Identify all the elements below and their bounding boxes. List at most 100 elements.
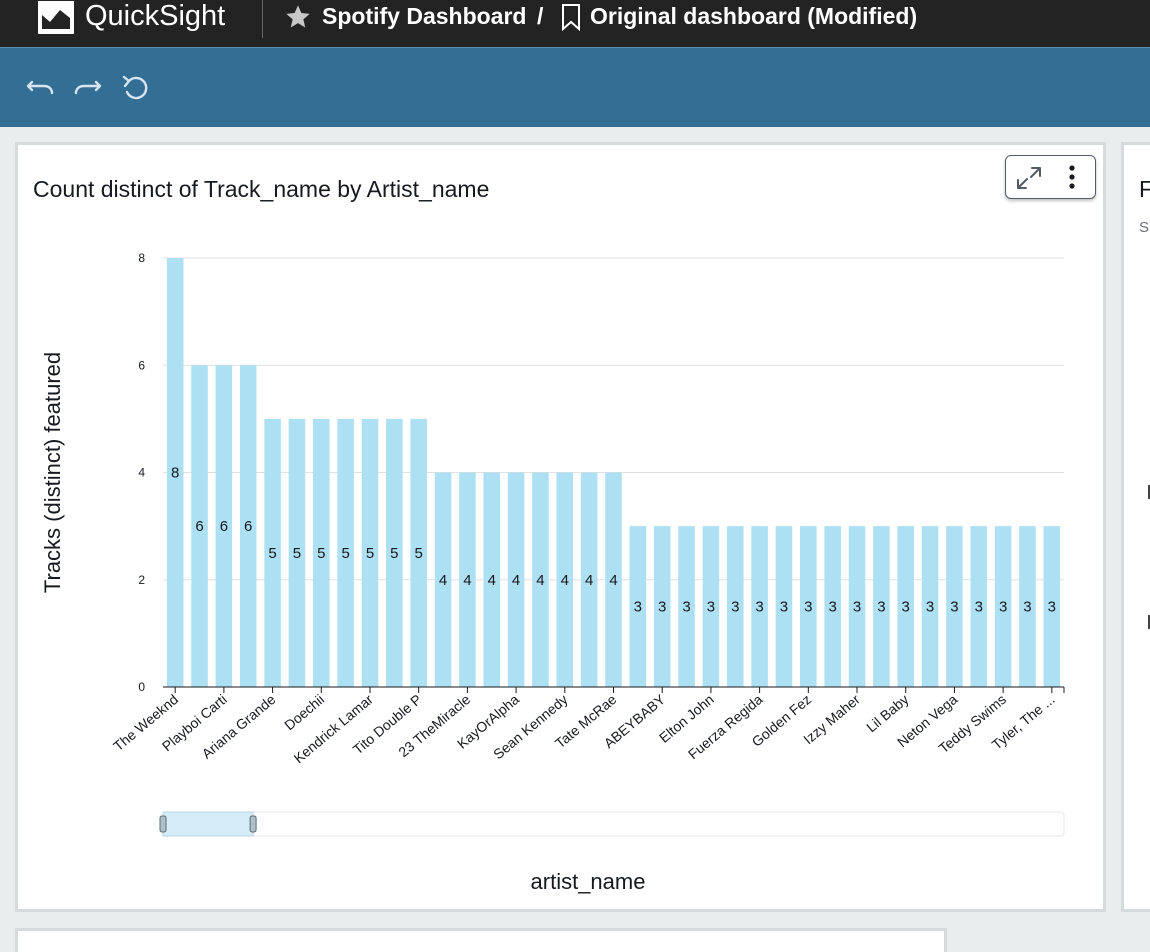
y-tick-label: 8 (138, 251, 145, 265)
bar-10[interactable] (410, 418, 427, 687)
bar-1[interactable] (191, 365, 208, 687)
bar-20[interactable] (653, 526, 671, 687)
secondary-visual-subtitle: Sh (1139, 219, 1150, 236)
bar-14[interactable] (507, 472, 525, 688)
secondary-visual-title: F (1139, 175, 1150, 203)
bar-2[interactable] (215, 365, 233, 687)
bar-6[interactable] (313, 418, 330, 687)
bottom-visual-card (15, 928, 947, 952)
chart-scrollbar-thumb[interactable] (162, 811, 254, 837)
bar-36[interactable] (1043, 526, 1061, 687)
visual-title: Count distinct of Track_name by Artist_n… (33, 176, 490, 202)
bar-9[interactable] (386, 418, 403, 687)
chart-scrollbar-track[interactable] (162, 811, 1065, 837)
reset-icon[interactable] (120, 72, 152, 104)
data-label: 4 (512, 572, 520, 589)
data-label: 6 (195, 518, 203, 535)
axis-label-fragment (1148, 485, 1150, 499)
data-label: 3 (634, 599, 642, 616)
data-label: 3 (780, 599, 788, 616)
bar-8[interactable] (361, 418, 379, 687)
secondary-visual-card: F Sh (1121, 142, 1150, 912)
y-axis-title: Tracks (distinct) featured (40, 352, 65, 593)
data-label: 3 (902, 599, 910, 616)
data-label: 5 (415, 545, 423, 562)
bar-30[interactable] (897, 526, 914, 687)
bar-26[interactable] (800, 526, 817, 687)
bar-21[interactable] (678, 526, 695, 687)
app-name[interactable]: QuickSight (85, 0, 226, 32)
bar-17[interactable] (580, 472, 598, 688)
quicksight-logo-icon[interactable] (38, 1, 74, 34)
data-label: 3 (658, 599, 666, 616)
visual-card: Count distinct of Track_name by Artist_n… (15, 142, 1106, 912)
star-icon[interactable] (284, 3, 312, 31)
expand-icon[interactable] (1014, 164, 1044, 192)
data-label: 3 (975, 599, 983, 616)
bar-34[interactable] (994, 526, 1012, 687)
bar-3[interactable] (239, 365, 257, 687)
undo-icon[interactable] (24, 72, 56, 104)
data-label: 5 (293, 545, 301, 562)
bar-18[interactable] (605, 472, 622, 688)
bar-7[interactable] (337, 418, 354, 687)
data-label: 4 (463, 572, 471, 589)
bar-32[interactable] (946, 526, 963, 687)
data-label: 6 (244, 518, 252, 535)
data-label: 8 (171, 465, 179, 482)
axis-label-fragment (1148, 615, 1150, 629)
bar-16[interactable] (556, 472, 574, 688)
data-label: 3 (950, 599, 958, 616)
bookmark-icon[interactable] (560, 3, 582, 31)
bar-12[interactable] (459, 472, 476, 688)
bar-13[interactable] (483, 472, 501, 688)
data-label: 3 (1023, 599, 1031, 616)
data-label: 3 (828, 599, 836, 616)
visual-menu (1005, 155, 1096, 199)
data-label: 3 (853, 599, 861, 616)
scrollbar-handle[interactable] (249, 815, 257, 833)
bar-4[interactable] (264, 418, 281, 687)
data-label: 4 (561, 572, 569, 589)
bar-11[interactable] (434, 472, 452, 688)
bar-29[interactable] (873, 526, 890, 687)
bar-5[interactable] (288, 418, 306, 687)
bar-24[interactable] (751, 526, 768, 687)
bar-22[interactable] (702, 526, 720, 687)
bar-35[interactable] (1019, 526, 1036, 687)
bar-33[interactable] (970, 526, 988, 687)
bar-28[interactable] (848, 526, 866, 687)
data-label: 3 (1048, 599, 1056, 616)
bar-31[interactable] (921, 526, 939, 687)
data-label: 3 (804, 599, 812, 616)
data-label: 5 (390, 545, 398, 562)
bar-25[interactable] (775, 526, 793, 687)
breadcrumb-dashboard[interactable]: Original dashboard (Modified) (590, 3, 918, 29)
data-label: 3 (682, 599, 690, 616)
data-label: 4 (488, 572, 496, 589)
bar-0[interactable] (166, 258, 184, 687)
data-label: 3 (999, 599, 1007, 616)
divider (262, 0, 263, 38)
bar-15[interactable] (532, 472, 549, 688)
x-axis-title: artist_name (531, 869, 646, 894)
scrollbar-handle[interactable] (159, 815, 167, 833)
data-label: 3 (877, 599, 885, 616)
data-label: 4 (439, 572, 447, 589)
data-label: 4 (536, 572, 544, 589)
bar-27[interactable] (824, 526, 841, 687)
data-label: 5 (341, 545, 349, 562)
bar-23[interactable] (726, 526, 744, 687)
more-options-icon[interactable] (1062, 162, 1082, 192)
breadcrumb-analysis[interactable]: Spotify Dashboard (322, 3, 527, 29)
bar-19[interactable] (629, 526, 647, 687)
data-label: 3 (926, 599, 934, 616)
data-label: 5 (317, 545, 325, 562)
y-tick-label: 2 (138, 573, 145, 587)
data-label: 4 (609, 572, 617, 589)
data-label: 5 (268, 545, 276, 562)
data-label: 3 (755, 599, 763, 616)
data-label: 4 (585, 572, 593, 589)
redo-icon[interactable] (72, 72, 104, 104)
